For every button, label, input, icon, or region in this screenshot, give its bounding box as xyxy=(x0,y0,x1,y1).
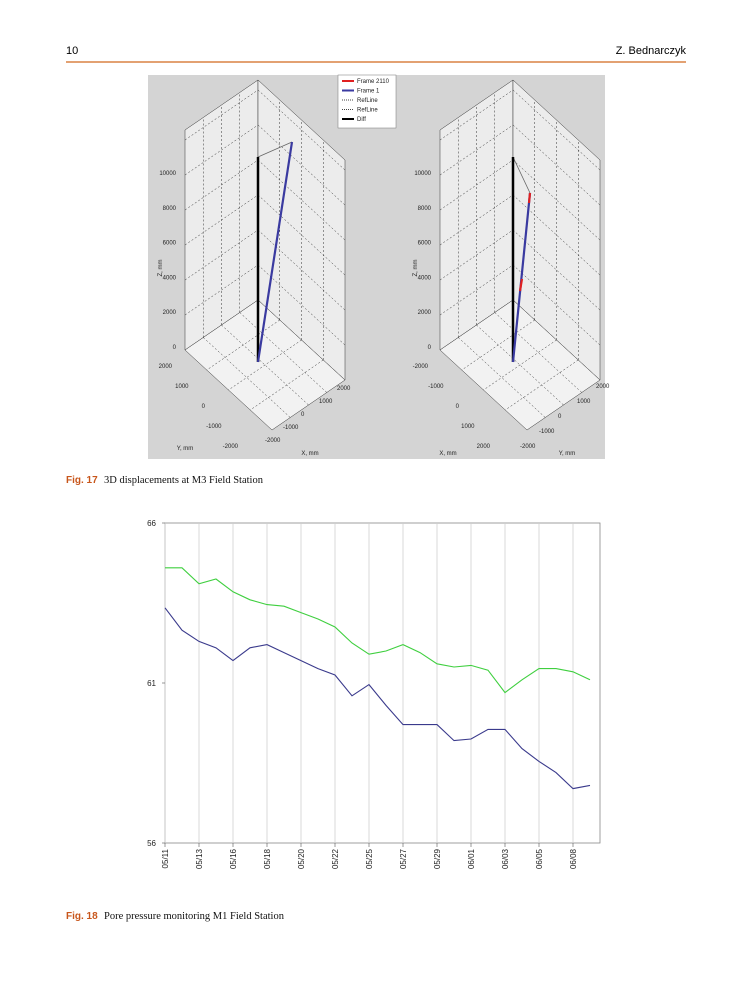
grid-line xyxy=(439,124,514,176)
y-tick-label: 66 xyxy=(147,519,156,528)
x-tick-label: 05/22 xyxy=(331,848,340,869)
page-number: 10 xyxy=(66,45,78,57)
tick-label: 1000 xyxy=(577,399,591,405)
x-tick-label: 05/25 xyxy=(365,848,374,869)
z-tick-label: 10000 xyxy=(159,171,176,177)
z-tick-label: 2000 xyxy=(418,310,432,316)
grid-line xyxy=(505,359,579,411)
tick-label: 2000 xyxy=(477,444,491,450)
series-line xyxy=(165,567,591,694)
tick-label: 0 xyxy=(301,412,305,418)
grid-line xyxy=(228,339,302,391)
caption-text: 3D displacements at M3 Field Station xyxy=(104,475,264,486)
axis-label: X, mm xyxy=(301,451,318,457)
legend-label: Frame 2110 xyxy=(357,79,390,85)
tick-label: 1000 xyxy=(461,424,475,430)
z-tick-label: 6000 xyxy=(418,241,432,247)
frame-line xyxy=(511,192,532,363)
x-tick-label: 05/16 xyxy=(229,848,238,869)
z-tick-label: 6000 xyxy=(163,241,177,247)
x-tick-label: 05/13 xyxy=(195,848,204,869)
frame-line xyxy=(527,192,532,204)
y-tick-label: 61 xyxy=(147,679,156,688)
grid-line xyxy=(184,89,259,141)
legend-label: Diff xyxy=(357,117,366,123)
grid-line xyxy=(250,359,324,411)
frame-line xyxy=(518,278,524,292)
tick-label: 2000 xyxy=(337,386,351,392)
tick-label: 1000 xyxy=(319,399,333,405)
legend-label: Frame 1 xyxy=(357,89,380,95)
caption-label: Fig. 17 xyxy=(66,475,98,486)
z-tick-label: 2000 xyxy=(163,310,177,316)
z-tick-label: 0 xyxy=(173,345,177,351)
y-tick-label: 56 xyxy=(147,839,156,848)
x-tick-label: 05/20 xyxy=(297,848,306,869)
tick-label: 0 xyxy=(558,414,562,420)
running-head: Z. Bednarczyk xyxy=(616,45,687,57)
legend-label: RefLine xyxy=(357,108,378,114)
frame-line xyxy=(256,141,294,363)
tick-label: -1000 xyxy=(428,384,444,390)
z-tick-label: 4000 xyxy=(163,275,177,281)
grid-line xyxy=(184,264,259,316)
tick-label: -1000 xyxy=(206,424,222,430)
tick-label: -2000 xyxy=(413,364,429,370)
axis-label: Z, mm xyxy=(413,260,419,277)
tick-label: 0 xyxy=(202,404,206,410)
refline xyxy=(512,156,531,194)
x-tick-label: 06/08 xyxy=(569,848,578,869)
tick-label: 2000 xyxy=(596,384,610,390)
x-tick-label: 05/29 xyxy=(433,848,442,869)
x-tick-label: 05/27 xyxy=(399,848,408,869)
tick-label: -2000 xyxy=(520,444,536,450)
series-line xyxy=(164,607,591,790)
tick-label: -2000 xyxy=(265,438,281,444)
x-tick-label: 06/03 xyxy=(501,848,510,869)
caption-label: Fig. 18 xyxy=(66,911,98,922)
x-tick-label: 05/18 xyxy=(263,848,272,869)
plot-frame xyxy=(164,522,601,844)
grid-line xyxy=(184,124,259,176)
tick-label: -2000 xyxy=(223,444,239,450)
axis-label: Y, mm xyxy=(177,446,194,452)
z-tick-label: 10000 xyxy=(414,171,431,177)
x-tick-label: 05/11 xyxy=(161,848,170,868)
x-tick-label: 06/05 xyxy=(535,848,544,869)
caption-text: Pore pressure monitoring M1 Field Statio… xyxy=(104,911,285,922)
tick-label: 0 xyxy=(456,404,460,410)
axis-label: Y, mm xyxy=(559,451,576,457)
grid-line xyxy=(439,89,514,141)
tick-label: -1000 xyxy=(539,429,555,435)
z-tick-label: 8000 xyxy=(418,206,432,212)
tick-label: -1000 xyxy=(283,425,299,431)
grid-line xyxy=(439,264,514,316)
legend-label: RefLine xyxy=(357,98,378,104)
refline xyxy=(257,141,293,158)
axis-label: Z, mm xyxy=(158,260,164,277)
grid-line xyxy=(483,339,557,391)
z-tick-label: 0 xyxy=(428,345,432,351)
axis-label: X, mm xyxy=(439,451,456,457)
tick-label: 1000 xyxy=(175,384,189,390)
tick-label: 2000 xyxy=(159,364,173,370)
z-tick-label: 8000 xyxy=(163,206,177,212)
x-tick-label: 06/01 xyxy=(467,848,476,869)
z-tick-label: 4000 xyxy=(418,275,432,281)
